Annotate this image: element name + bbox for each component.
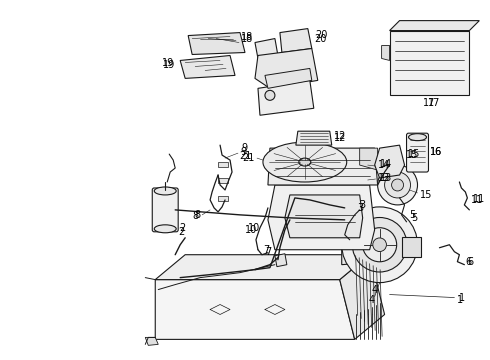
Text: 10: 10 — [245, 225, 257, 235]
Text: 5: 5 — [412, 213, 418, 223]
Text: 17: 17 — [428, 98, 441, 108]
Ellipse shape — [409, 134, 426, 141]
Text: 15: 15 — [419, 190, 432, 200]
Polygon shape — [360, 148, 378, 170]
Polygon shape — [390, 21, 479, 31]
Circle shape — [392, 179, 404, 191]
Text: 8: 8 — [194, 210, 200, 220]
Polygon shape — [285, 195, 363, 238]
Text: 19: 19 — [163, 60, 175, 71]
Polygon shape — [340, 255, 385, 339]
Circle shape — [352, 217, 407, 272]
Ellipse shape — [154, 187, 176, 195]
Polygon shape — [255, 39, 278, 58]
Text: 15: 15 — [406, 150, 418, 160]
Text: 13: 13 — [380, 173, 392, 183]
Text: 21: 21 — [243, 153, 255, 163]
Text: 14: 14 — [380, 159, 392, 169]
Text: 18: 18 — [241, 32, 253, 41]
Text: 3: 3 — [358, 203, 364, 213]
Circle shape — [373, 238, 387, 252]
Polygon shape — [268, 185, 375, 250]
Ellipse shape — [263, 142, 347, 182]
Ellipse shape — [299, 158, 311, 166]
Text: 18: 18 — [241, 33, 253, 44]
FancyBboxPatch shape — [407, 133, 428, 172]
Polygon shape — [382, 45, 390, 60]
Text: 15: 15 — [408, 149, 420, 159]
Circle shape — [378, 165, 417, 205]
Text: 3: 3 — [360, 200, 366, 210]
Text: 2: 2 — [179, 223, 185, 233]
Ellipse shape — [154, 225, 176, 233]
Text: 9: 9 — [240, 147, 246, 157]
Bar — [218, 162, 228, 167]
FancyBboxPatch shape — [152, 188, 178, 232]
Text: 6: 6 — [467, 257, 473, 267]
Polygon shape — [375, 145, 405, 178]
Text: 11: 11 — [471, 195, 484, 205]
Text: 17: 17 — [423, 98, 436, 108]
Polygon shape — [255, 49, 318, 88]
Polygon shape — [390, 31, 469, 95]
Polygon shape — [188, 32, 245, 54]
Text: 5: 5 — [410, 210, 416, 220]
Text: 2: 2 — [178, 227, 184, 237]
Polygon shape — [280, 28, 312, 53]
Polygon shape — [155, 255, 369, 280]
Circle shape — [385, 172, 411, 198]
Text: 12: 12 — [334, 133, 346, 143]
Text: 1: 1 — [460, 293, 465, 302]
Polygon shape — [155, 280, 355, 339]
Text: 16: 16 — [429, 147, 441, 157]
Text: 1: 1 — [457, 294, 464, 305]
Polygon shape — [296, 131, 332, 145]
Polygon shape — [402, 237, 421, 257]
Text: 12: 12 — [334, 131, 346, 141]
Text: 9: 9 — [241, 143, 247, 153]
Bar — [218, 178, 228, 183]
Text: 21: 21 — [240, 151, 252, 161]
Circle shape — [363, 228, 397, 262]
Text: 4: 4 — [371, 284, 378, 294]
Text: 6: 6 — [466, 257, 471, 267]
Text: 16: 16 — [429, 147, 441, 157]
Polygon shape — [268, 148, 378, 185]
Text: 7: 7 — [264, 245, 270, 255]
Text: 10: 10 — [248, 223, 260, 233]
Text: 7: 7 — [266, 247, 272, 257]
Polygon shape — [265, 68, 312, 88]
Text: 19: 19 — [162, 58, 174, 68]
Text: 20: 20 — [314, 33, 326, 44]
Text: 14: 14 — [378, 160, 390, 170]
Polygon shape — [275, 254, 287, 267]
Text: 8: 8 — [192, 211, 198, 221]
Circle shape — [265, 90, 275, 100]
Polygon shape — [145, 337, 158, 345]
Polygon shape — [258, 80, 314, 115]
Polygon shape — [342, 235, 406, 265]
Text: 20: 20 — [315, 30, 327, 40]
Text: 13: 13 — [378, 173, 390, 183]
Text: 11: 11 — [473, 194, 486, 204]
Circle shape — [342, 207, 417, 283]
Text: 4: 4 — [368, 294, 375, 305]
Bar — [218, 196, 228, 201]
Polygon shape — [345, 232, 358, 245]
Polygon shape — [180, 55, 235, 78]
